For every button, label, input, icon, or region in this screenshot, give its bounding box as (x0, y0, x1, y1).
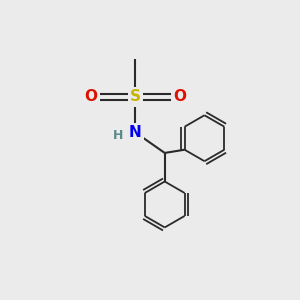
Text: S: S (130, 89, 141, 104)
Text: O: O (85, 89, 98, 104)
Text: O: O (173, 89, 186, 104)
Text: H: H (112, 129, 123, 142)
Text: N: N (129, 125, 142, 140)
